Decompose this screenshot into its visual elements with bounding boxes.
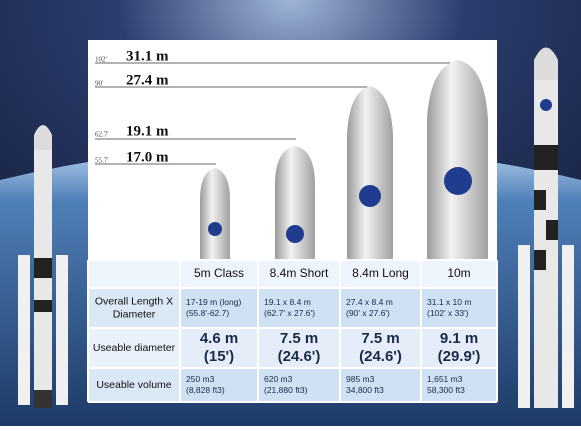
column-header: 8.4m Long xyxy=(352,266,409,280)
nasa-logo xyxy=(286,225,304,243)
cell-text: (24.6') xyxy=(359,348,402,365)
cell-text: (90' x 27.6') xyxy=(346,308,390,318)
fairing-5m xyxy=(200,168,230,260)
cell-text: (55.8'-62.7) xyxy=(186,308,229,318)
cell-text: 985 m3 xyxy=(346,374,375,384)
cell-text: 9.1 m xyxy=(440,330,478,347)
cell-text: 27.4 x 8.4 m xyxy=(346,297,393,307)
cell-text: 31.1 x 10 m xyxy=(427,297,471,307)
cell-text: 7.5 m xyxy=(361,330,399,347)
nasa-logo xyxy=(444,167,472,195)
cell-text: 4.6 m xyxy=(200,330,238,347)
cell-text: (24.6') xyxy=(278,348,321,365)
column-header: 5m Class xyxy=(194,266,244,280)
column-header: 10m xyxy=(447,266,470,280)
row-header: Diameter xyxy=(113,308,156,320)
nasa-logo xyxy=(208,222,222,236)
nasa-logo xyxy=(359,185,381,207)
meter-label: 31.1 m xyxy=(126,48,169,64)
cell-text: (102' x 33') xyxy=(427,308,469,318)
cell-text: 620 m3 xyxy=(264,374,293,384)
cell-text: (62.7' x 27.6') xyxy=(264,308,315,318)
feet-label: 102' xyxy=(95,56,107,64)
column-header: 8.4m Short xyxy=(270,266,329,280)
fairing-8-4-long xyxy=(347,86,393,260)
cell-text: (29.9') xyxy=(438,348,481,365)
cell-text: 17-19 m (long) xyxy=(186,297,241,307)
feet-label: 90' xyxy=(95,80,103,88)
meter-label: 27.4 m xyxy=(126,72,169,88)
cell-text: 250 m3 xyxy=(186,374,215,384)
feet-label: 55.7' xyxy=(95,157,109,165)
cell-text: 19.1 x 8.4 m xyxy=(264,297,311,307)
fairing-10m xyxy=(427,60,488,260)
cell-text: 1,651 m3 xyxy=(427,374,463,384)
cell-text: 58,300 ft3 xyxy=(427,385,465,395)
cell-text: (21,880 ft3) xyxy=(264,385,308,395)
slide: 102' 31.1 m 90' 27.4 m 62.7' 19.1 m 55.7' 17.0 … xyxy=(0,0,581,426)
table: 5m Class 8.4m Short 8.4m Long 10m Overall Le… xyxy=(88,260,497,402)
cell-text: 34,800 ft3 xyxy=(346,385,384,395)
row-header: Useable volume xyxy=(96,379,171,391)
cell-text: (8,828 ft3) xyxy=(186,385,225,395)
feet-label: 62.7' xyxy=(95,131,109,139)
meter-label: 19.1 m xyxy=(126,123,169,139)
cell-text: (15') xyxy=(204,348,234,365)
row-header: Overall Length X xyxy=(95,295,173,307)
meter-label: 17.0 m xyxy=(126,149,169,165)
cell-text: 7.5 m xyxy=(280,330,318,347)
row-header: Useable diameter xyxy=(93,342,176,354)
